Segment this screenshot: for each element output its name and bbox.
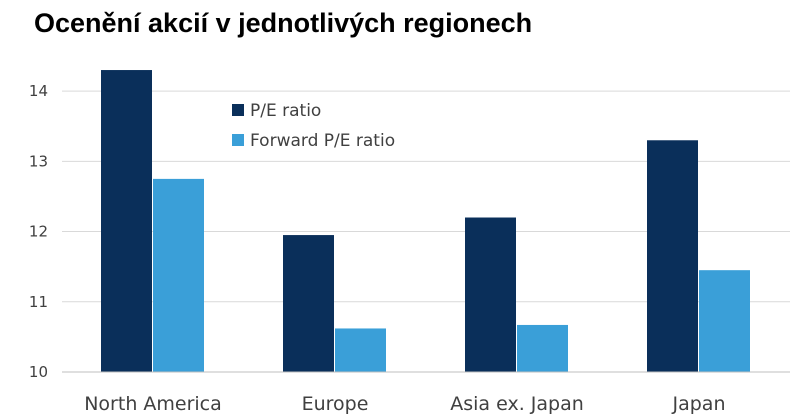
x-axis-categories: North America Europe Asia ex. Japan Japan [84,393,725,415]
chart-title: Ocenění akcií v jednotlivých regionech [34,8,533,38]
y-tick-label: 12 [29,223,48,241]
bar-forward-pe-ratio [517,324,568,372]
legend-label: Forward P/E ratio [250,131,395,151]
x-category-label: Asia ex. Japan [450,393,584,415]
x-category-label: North America [84,393,222,415]
legend-swatch [232,104,244,116]
bar-pe-ratio [465,217,516,372]
y-tick-label: 14 [29,82,48,100]
y-tick-label: 10 [29,363,48,381]
bar-forward-pe-ratio [699,270,750,372]
bar-pe-ratio [101,70,152,373]
x-category-label: Europe [302,393,369,415]
legend-swatch [232,134,244,146]
bar-forward-pe-ratio [153,178,204,372]
y-tick-label: 13 [29,152,48,170]
bar-forward-pe-ratio [335,328,386,372]
legend: P/E ratio Forward P/E ratio [232,101,395,151]
bar-pe-ratio [283,235,334,372]
y-tick-label: 11 [29,293,48,311]
bar-pe-ratio [647,140,698,372]
legend-label: P/E ratio [250,101,321,121]
bars [101,70,750,373]
x-category-label: Japan [672,393,726,415]
y-axis-ticks: 10 11 12 13 14 [29,82,48,381]
